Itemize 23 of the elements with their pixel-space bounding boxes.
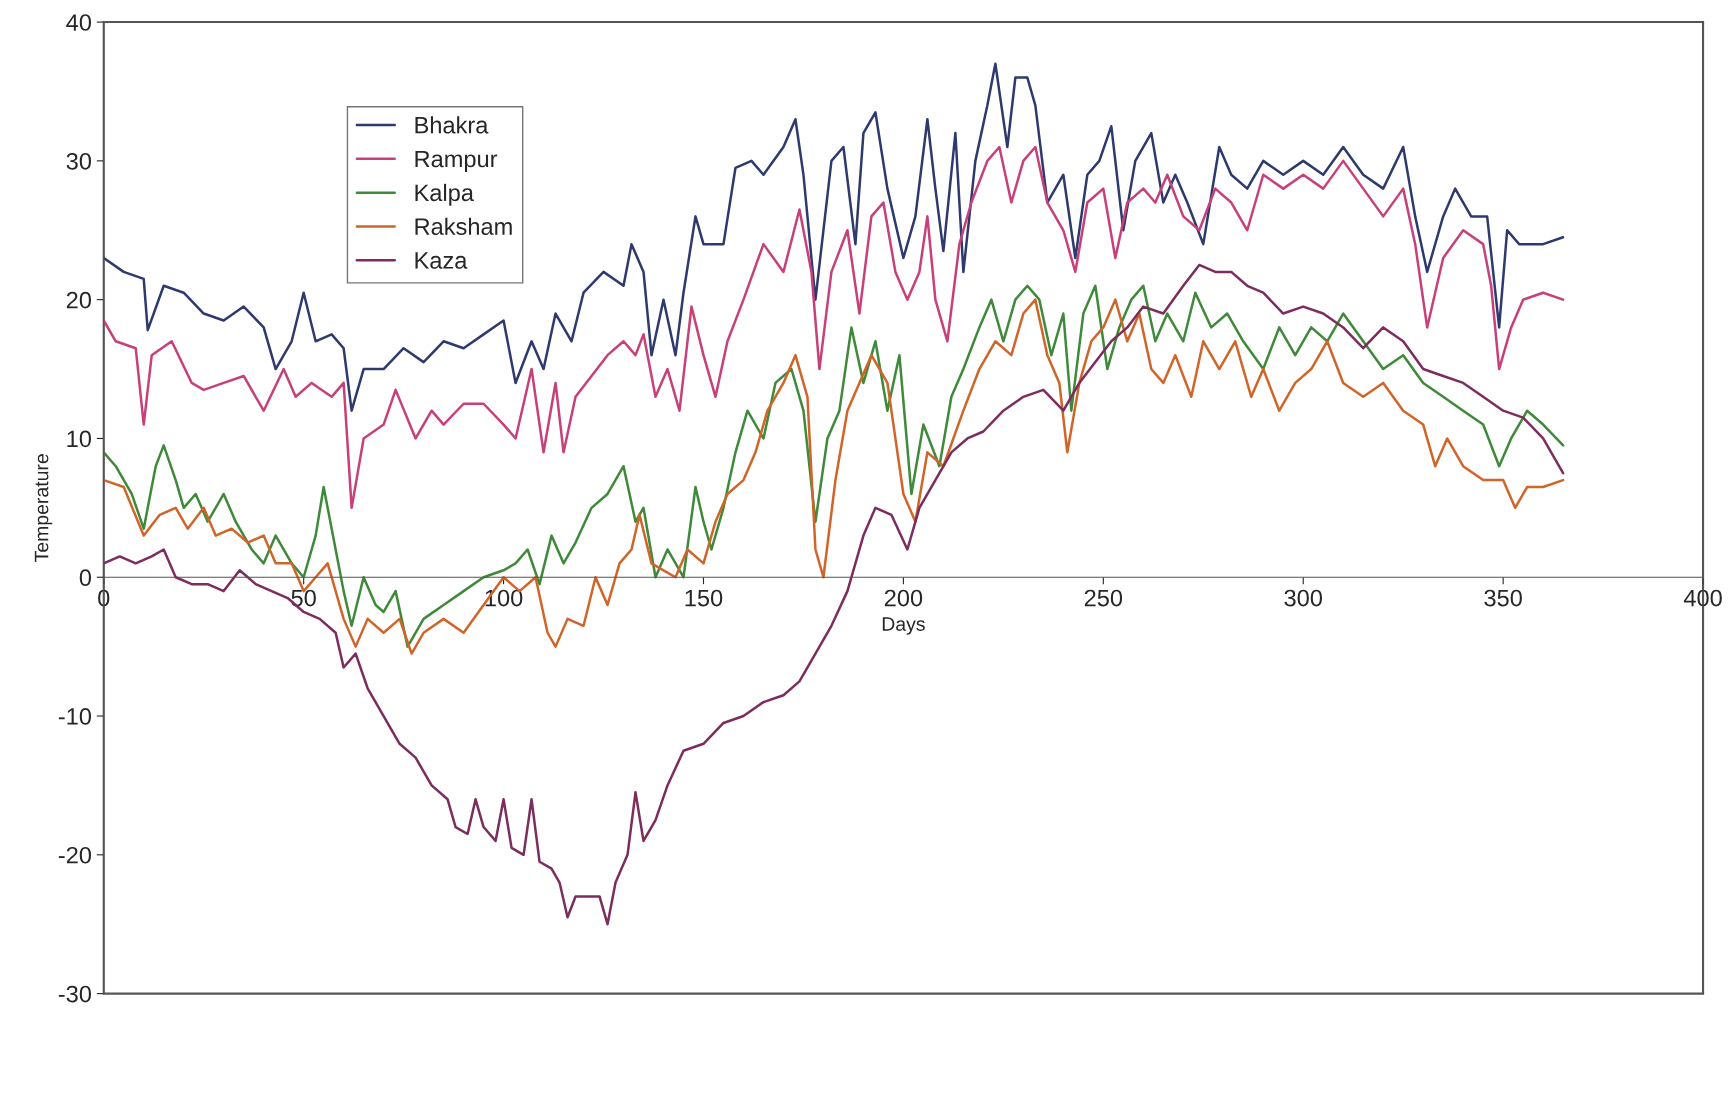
legend-label: Bhakra xyxy=(415,116,489,134)
x-tick-label: 300 xyxy=(1284,589,1323,607)
legend-label: Kaza xyxy=(415,252,468,269)
y-tick-label: -30 xyxy=(58,985,92,1003)
y-axis-title: Temperature xyxy=(34,454,53,562)
y-tick-label: 20 xyxy=(66,291,92,309)
line-series xyxy=(103,62,1565,412)
y-tick-label: 0 xyxy=(79,569,92,587)
legend-label: Kalpa xyxy=(415,183,474,206)
y-tick-label: -10 xyxy=(58,708,92,725)
y-tick-label: 10 xyxy=(67,430,92,448)
y-tick-label: 30 xyxy=(66,152,92,170)
legend-label: Raksham xyxy=(415,217,512,235)
x-tick-label: 50 xyxy=(291,589,316,607)
y-tick-label: 40 xyxy=(66,14,92,31)
x-tick-label: 250 xyxy=(1084,589,1123,607)
x-tick-label: 200 xyxy=(884,589,923,607)
x-tick-label: 350 xyxy=(1484,589,1522,607)
x-tick-label: 150 xyxy=(685,589,723,607)
x-axis-title: Days xyxy=(882,617,925,635)
line-series xyxy=(103,145,1565,510)
legend-label: Rampur xyxy=(415,150,498,173)
y-tick-label: -20 xyxy=(58,846,92,864)
